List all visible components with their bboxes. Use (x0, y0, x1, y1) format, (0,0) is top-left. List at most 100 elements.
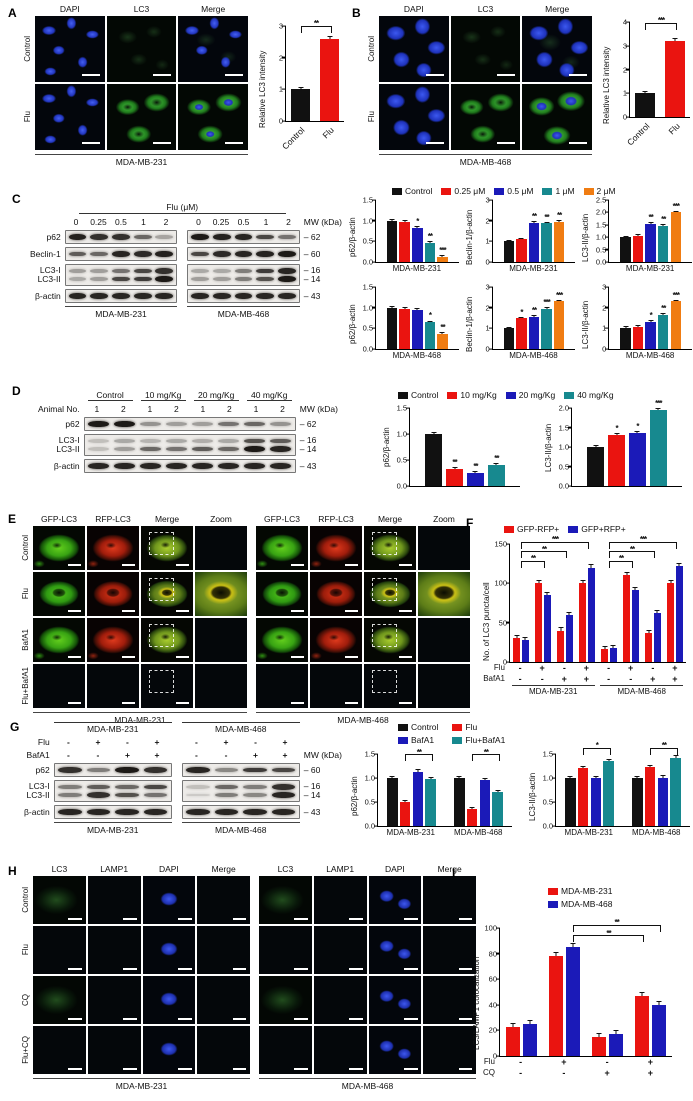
scale-bar (232, 967, 247, 970)
legend-swatch (398, 723, 408, 731)
significance-bracket: ** (521, 555, 545, 568)
cell-line-label: MDA-MB-468 (187, 306, 300, 319)
y-tick-label: 50 (498, 618, 507, 628)
micrograph (310, 572, 362, 616)
y-tick-mark (406, 485, 410, 487)
significance-marker: ** (427, 232, 433, 242)
protein-band (86, 792, 111, 798)
bar (479, 780, 491, 826)
micrograph (313, 926, 367, 974)
condition-value: - (519, 1057, 523, 1067)
legend-swatch (568, 525, 579, 533)
y-tick-label: 0.5 (558, 462, 569, 471)
bar (503, 328, 515, 349)
band-lane (184, 785, 213, 789)
band-lane (86, 447, 112, 451)
significance-label: * (595, 741, 599, 751)
significance-bracket: ** (405, 748, 433, 762)
significance-label: ** (530, 554, 536, 564)
micrograph (423, 876, 476, 924)
micrograph (141, 618, 193, 662)
spacer (252, 1076, 257, 1091)
y-tick-label: 1.5 (396, 403, 407, 413)
lane-number: 0.25 (212, 217, 230, 227)
lane-number: 1 (94, 404, 100, 414)
error-bar (613, 1030, 619, 1035)
panel-f-chart: No. of LC3 puncta/cell 0 50 100 150 ** ** *** **… (482, 536, 686, 700)
band-line (184, 791, 298, 799)
condition-value: - (607, 663, 611, 673)
y-tick-mark (496, 1004, 500, 1006)
protein-band (256, 234, 275, 240)
bar (632, 778, 643, 826)
band-lane (132, 276, 154, 282)
protein-band (186, 785, 210, 789)
protein-band (186, 793, 210, 797)
band-lane (56, 793, 85, 797)
group-header: 40 mg/Kg (246, 390, 292, 401)
protein-band (243, 785, 267, 789)
legend-item: 10 mg/Kg (447, 390, 497, 400)
band-lane (212, 768, 241, 772)
chart-column: 0.0 0.5 1.0 1.5 * ** *** MDA-MB-231 (358, 196, 459, 275)
bar (577, 768, 589, 826)
x-axis-labels: Control Flu (280, 122, 344, 152)
y-tick-mark (372, 261, 376, 263)
error-bar (414, 308, 420, 310)
y-tick-label: 0 (485, 344, 490, 354)
x-tick-label-text: Control (280, 125, 307, 152)
legend-item: GFP-RFP+ (504, 524, 559, 534)
row-label: Flu (20, 588, 30, 600)
protein-band (90, 277, 109, 281)
y-tick-label: 1 (485, 236, 490, 246)
bar (635, 995, 650, 1056)
band-lane (56, 767, 85, 773)
bar (608, 1034, 623, 1056)
condition-value: + (604, 1068, 610, 1078)
micrograph (87, 1026, 141, 1074)
condition-value: + (647, 1057, 654, 1067)
legend-swatch (452, 723, 463, 731)
lane-number: 2 (174, 404, 179, 414)
y-tick-label: 0.0 (362, 344, 373, 354)
micrograph (418, 664, 470, 708)
bar (516, 318, 527, 349)
legend-label: 40 mg/Kg (577, 390, 614, 400)
blot-row-label: β-actin (35, 290, 61, 301)
column-header: Zoom (433, 514, 455, 524)
y-tick-mark (552, 777, 556, 779)
protein-band (186, 809, 210, 815)
protein-band (68, 293, 87, 299)
bar (644, 767, 656, 826)
band-lane (242, 463, 268, 469)
significance-bracket: * (583, 742, 611, 755)
y-tick-mark (282, 57, 286, 59)
micrograph (368, 976, 422, 1024)
band-lane (233, 277, 255, 281)
blot-mw-label: – 62 (303, 231, 321, 242)
scale-bar (458, 917, 473, 920)
y-tick-mark (488, 286, 493, 288)
column-header: Merge (437, 864, 462, 874)
panel-g-legend: Control Flu BafA1 Flu+BafA1 (398, 722, 505, 745)
condition-lanes: - - + + (54, 750, 172, 760)
protein-band (68, 277, 87, 281)
band-lane (216, 446, 242, 452)
band-lane (132, 293, 154, 299)
blot-row-label: Flu (37, 736, 50, 747)
y-tick-mark (506, 582, 510, 584)
scale-bar (177, 967, 192, 970)
bar (386, 220, 398, 262)
corner (366, 4, 377, 14)
scale-bar (81, 74, 100, 77)
y-tick-mark (552, 753, 556, 755)
corner (20, 1076, 31, 1091)
y-tick-label: 0.0 (362, 257, 373, 267)
band-lane (154, 268, 176, 274)
scale-bar (175, 610, 190, 613)
panel-label-a: A (8, 6, 17, 20)
cell-line-label: MDA-MB-468 (181, 822, 300, 835)
error-bar (623, 235, 629, 238)
micrograph (178, 84, 248, 150)
lane-number: 2 (227, 404, 232, 414)
